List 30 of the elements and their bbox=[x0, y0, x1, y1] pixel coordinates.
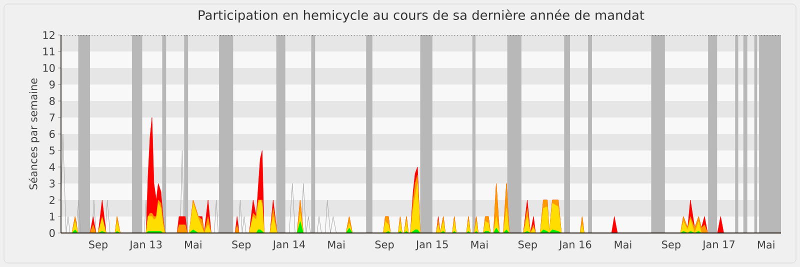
x-tick-label: Sep bbox=[375, 240, 394, 250]
x-tick-label: Mai bbox=[328, 240, 344, 249]
x-tick-label: Jan 17 bbox=[702, 240, 735, 250]
y-tick-label: 5 bbox=[50, 146, 55, 154]
x-tick-label: Mai bbox=[471, 240, 488, 249]
y-tick-label: 2 bbox=[50, 196, 54, 204]
x-tick-label: Mai bbox=[758, 240, 774, 249]
y-tick-label: 6 bbox=[50, 130, 55, 138]
y-tick-label: 1 bbox=[50, 212, 55, 220]
x-tick-label: Jan 15 bbox=[415, 240, 448, 250]
x-tick-label: Jan 14 bbox=[272, 240, 306, 250]
y-tick-label: 3 bbox=[50, 180, 55, 188]
y-tick-label: 12 bbox=[43, 31, 54, 39]
x-tick-label: Mai bbox=[614, 240, 632, 249]
x-tick-label: Sep bbox=[662, 240, 680, 250]
x-tick-label: Jan 13 bbox=[129, 240, 162, 250]
y-axis-title: Séances par semaine bbox=[28, 78, 40, 190]
y-tick-label: 11 bbox=[43, 48, 55, 56]
x-tick-label: Sep bbox=[518, 240, 537, 250]
y-tick-label: 9 bbox=[49, 80, 55, 88]
y-tick-label: 4 bbox=[49, 163, 55, 171]
x-tick-label: Mai bbox=[185, 240, 202, 249]
y-tick-label: 8 bbox=[50, 97, 55, 105]
x-tick-label: Jan 16 bbox=[558, 240, 592, 250]
y-tick-label: 7 bbox=[50, 114, 55, 122]
x-tick-label: Sep bbox=[232, 240, 251, 250]
x-tick-label: Sep bbox=[89, 240, 108, 250]
y-tick-label: 0 bbox=[50, 229, 55, 237]
y-tick-label: 10 bbox=[43, 64, 55, 72]
chart-title: Participation en hemicycle au cours de sa dernière année de mandat bbox=[198, 9, 644, 22]
